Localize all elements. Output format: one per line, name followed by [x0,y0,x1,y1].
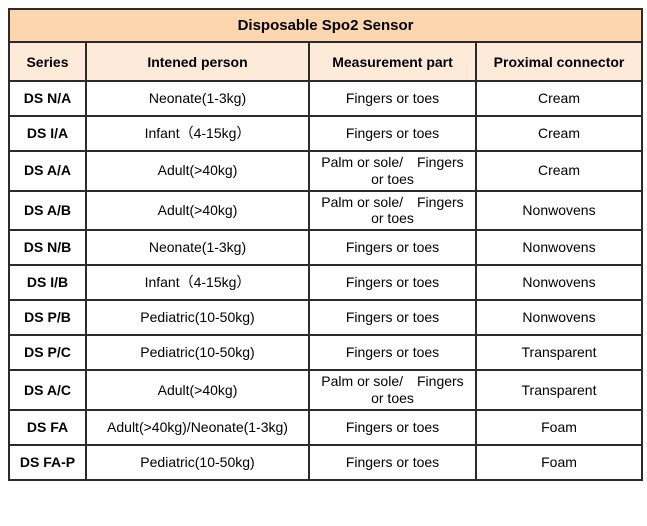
part-cell: Palm or sole/ Fingers or toes [308,369,477,411]
table-title: Disposable Spo2 Sensor [7,8,644,43]
part-cell: Palm or sole/ Fingers or toes [308,189,477,232]
part-cell: Fingers or toes [308,299,477,337]
series-cell: DS N/B [8,229,87,267]
part-cell: Fingers or toes [308,80,477,117]
table-row: DS A/B Adult(>40kg) Palm or sole/ Fingers … [8,189,644,232]
person-cell: Adult(>40kg) [85,369,310,411]
person-cell: Neonate(1-3kg) [85,80,310,117]
table-row: DS A/A Adult(>40kg) Palm or sole/ Fingers … [8,150,644,192]
person-cell: Pediatric(10-50kg) [85,299,310,337]
connector-cell: Nonwovens [474,299,644,337]
part-cell: Palm or sole/ Fingers or toes [308,150,477,192]
connector-cell: Cream [474,150,644,192]
series-cell: DS FA [8,408,87,446]
column-header-series: Series [8,41,87,82]
person-cell: Infant（4-15kg） [85,264,310,302]
table-row: DS I/B Infant（4-15kg） Fingers or toes Nonwo… [8,264,644,302]
column-header-proximal-connector: Proximal connector [474,41,644,82]
person-cell: Adult(>40kg) [85,189,310,232]
connector-cell: Transparent [474,334,644,372]
person-cell: Pediatric(10-50kg) [85,443,310,481]
connector-cell: Cream [474,80,644,117]
table-title-row: Disposable Spo2 Sensor [7,8,644,43]
table-row: DS A/C Adult(>40kg) Palm or sole/ Fingers … [8,369,644,411]
column-header-row: Series Intened person Measurement part Prox… [8,41,644,82]
part-cell: Fingers or toes [308,443,477,481]
connector-cell: Nonwovens [474,264,644,302]
person-cell: Adult(>40kg)/Neonate(1-3kg) [85,408,310,446]
spo2-sensor-table: Disposable Spo2 Sensor Series Intened per… [7,8,644,481]
column-header-measurement-part: Measurement part [308,41,477,82]
table-row: DS FA-P Pediatric(10-50kg) Fingers or toes… [8,443,644,481]
part-cell: Fingers or toes [308,264,477,302]
part-cell: Fingers or toes [308,229,477,267]
table-row: DS P/B Pediatric(10-50kg) Fingers or toes N… [8,299,644,337]
series-cell: DS A/B [8,189,87,232]
series-cell: DS I/B [8,264,87,302]
table-row: DS FA Adult(>40kg)/Neonate(1-3kg) Fingers … [8,408,644,446]
column-header-intened-person: Intened person [85,41,310,82]
part-cell: Fingers or toes [308,408,477,446]
series-cell: DS A/C [8,369,87,411]
table-row: DS N/A Neonate(1-3kg) Fingers or toes Cream [8,80,644,117]
table-row: DS P/C Pediatric(10-50kg) Fingers or toes T… [8,334,644,372]
series-cell: DS N/A [8,80,87,117]
connector-cell: Foam [474,408,644,446]
person-cell: Infant（4-15kg） [85,115,310,152]
connector-cell: Nonwovens [474,229,644,267]
series-cell: DS FA-P [8,443,87,481]
series-cell: DS A/A [8,150,87,192]
connector-cell: Foam [474,443,644,481]
connector-cell: Transparent [474,369,644,411]
person-cell: Neonate(1-3kg) [85,229,310,267]
table-head: Disposable Spo2 Sensor Series Intened per… [7,8,644,82]
table-row: DS I/A Infant（4-15kg） Fingers or toes Cream [8,115,644,152]
connector-cell: Cream [474,115,644,152]
person-cell: Adult(>40kg) [85,150,310,192]
person-cell: Pediatric(10-50kg) [85,334,310,372]
part-cell: Fingers or toes [308,115,477,152]
series-cell: DS P/C [8,334,87,372]
part-cell: Fingers or toes [308,334,477,372]
series-cell: DS P/B [8,299,87,337]
series-cell: DS I/A [8,115,87,152]
table-row: DS N/B Neonate(1-3kg) Fingers or toes Nonwo… [8,229,644,267]
connector-cell: Nonwovens [474,189,644,232]
table-body: DS N/A Neonate(1-3kg) Fingers or toes Cream… [8,80,644,481]
